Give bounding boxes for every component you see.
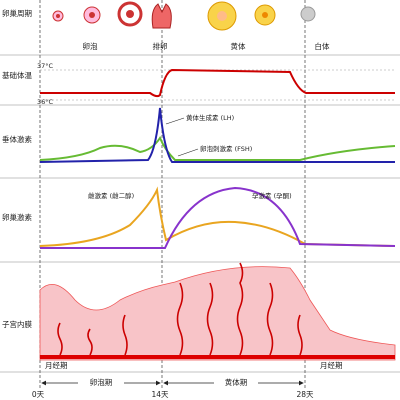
phase-label: 月经期	[45, 360, 68, 370]
hormone-label: 孕激素 (孕酮)	[252, 191, 292, 200]
phase-label: 黄体期	[225, 377, 248, 387]
progesterone-curve	[40, 186, 396, 249]
stage-label: 白体	[315, 41, 330, 51]
temperature-curve	[40, 68, 395, 98]
row-label: 卵巢激素	[2, 212, 32, 222]
lh-curve	[39, 107, 395, 163]
phase-label: 月经期	[320, 360, 343, 370]
row-label: 垂体激素	[2, 134, 32, 144]
stage-label: 排卵	[153, 41, 168, 51]
phase-label: 卵泡期	[90, 377, 113, 387]
stage-label: 黄体	[231, 41, 246, 51]
day-label: 14天	[151, 390, 169, 399]
hormone-label: 雌激素 (雌二醇)	[88, 191, 134, 200]
row-label: 子宫内膜	[2, 319, 32, 329]
hormone-label: 黄体生成素 (LH)	[186, 113, 234, 122]
endometrium-drawing	[39, 262, 396, 361]
temp-label: 37°C	[37, 62, 54, 70]
row-label: 卵巢周期	[2, 8, 32, 18]
day-label: 0天	[32, 390, 45, 399]
stage-label: 卵泡	[83, 41, 98, 51]
separators	[0, 0, 400, 390]
hormone-label: 卵泡刺激素 (FSH)	[200, 144, 252, 153]
ovary-icons	[52, 1, 316, 31]
estrogen-curve	[39, 186, 396, 247]
day-label: 28天	[296, 390, 314, 399]
row-label: 基础体温	[2, 70, 32, 80]
temp-label: 36°C	[37, 98, 54, 106]
